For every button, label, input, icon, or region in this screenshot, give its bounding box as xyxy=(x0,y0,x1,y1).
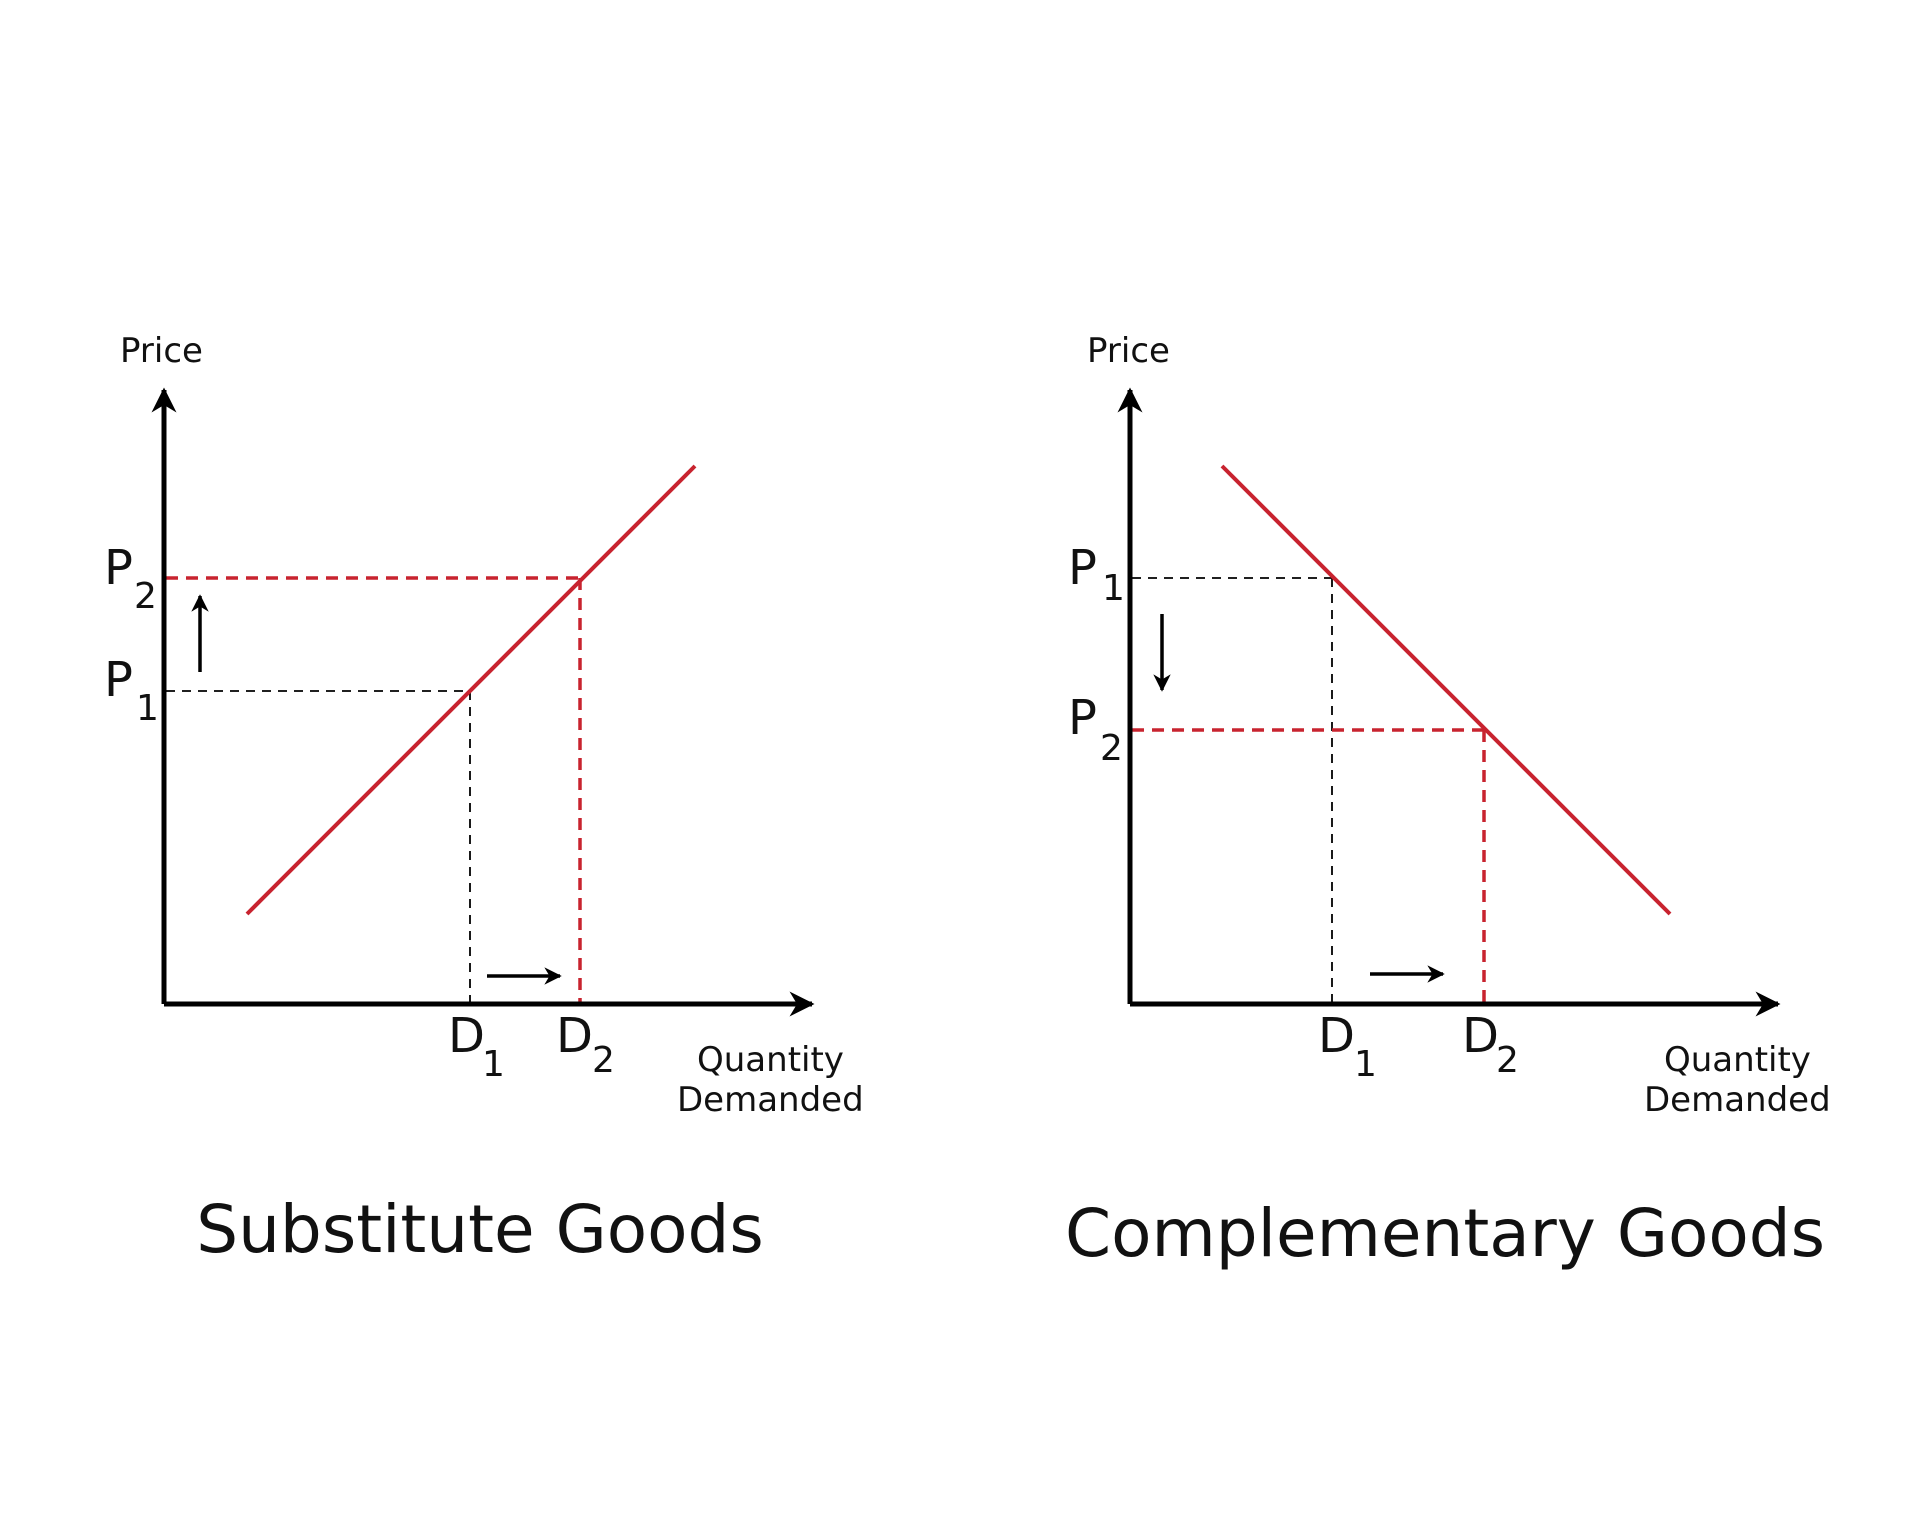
d1-label: D xyxy=(448,1008,485,1064)
substitute-goods-title: Substitute Goods xyxy=(196,1191,764,1268)
p1-subscript: 1 xyxy=(1102,568,1125,609)
complementary-goods-panel: Price Quantity Demanded P 1 P 2 D 1 D 2 … xyxy=(1065,331,1831,1272)
d2-subscript: 2 xyxy=(1496,1040,1519,1081)
p1-label: P xyxy=(1068,540,1097,596)
x-axis-label-line2: Demanded xyxy=(1644,1080,1831,1120)
p2-subscript: 2 xyxy=(134,576,157,617)
p1-label: P xyxy=(104,652,133,708)
x-axis-label-line1: Quantity xyxy=(697,1040,844,1080)
demand-curve-downward xyxy=(1220,464,1672,916)
x-axis-label-line2: Demanded xyxy=(677,1080,864,1120)
p2-label: P xyxy=(104,540,133,596)
y-axis-label: Price xyxy=(120,331,203,371)
complementary-goods-title: Complementary Goods xyxy=(1065,1195,1825,1272)
d2-label: D xyxy=(556,1008,593,1064)
p1-subscript: 1 xyxy=(136,688,159,729)
substitute-goods-panel: Price Quantity Demanded P 2 P 1 D 1 D 2 … xyxy=(104,331,864,1268)
y-axis-label: Price xyxy=(1087,331,1170,371)
d1-subscript: 1 xyxy=(482,1044,505,1085)
d2-subscript: 2 xyxy=(592,1040,615,1081)
p2-subscript: 2 xyxy=(1100,728,1123,769)
demand-curve-upward xyxy=(245,464,697,916)
p2-label: P xyxy=(1068,690,1097,746)
d1-subscript: 1 xyxy=(1354,1044,1377,1085)
d1-label: D xyxy=(1318,1008,1355,1064)
x-axis-label-line1: Quantity xyxy=(1664,1040,1811,1080)
d2-label: D xyxy=(1462,1008,1499,1064)
